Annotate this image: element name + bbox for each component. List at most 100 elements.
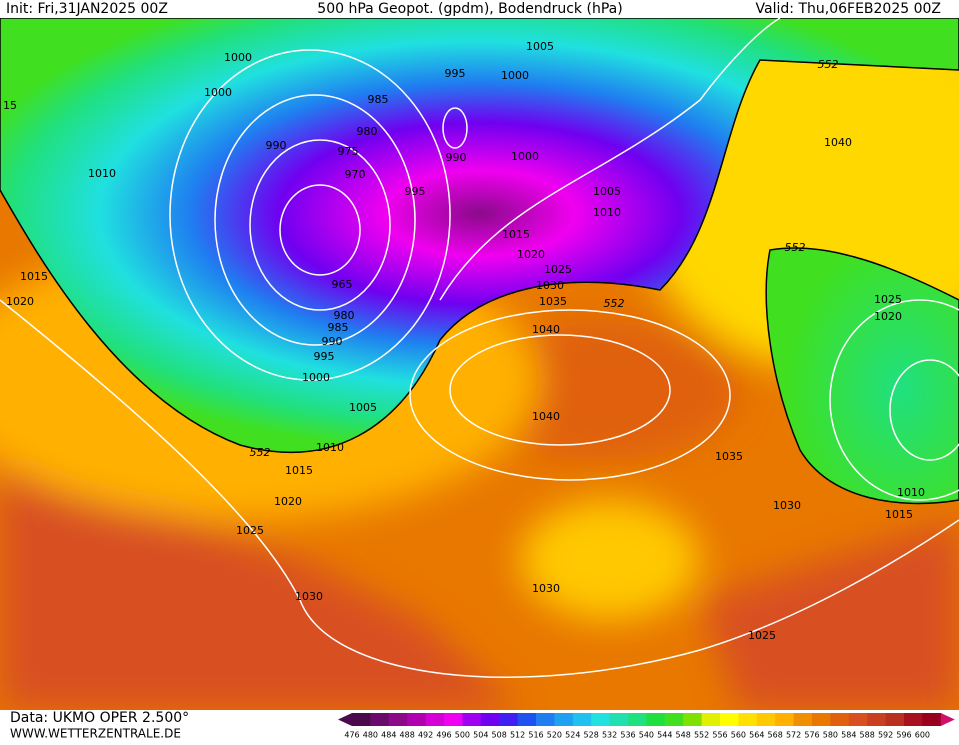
isobar-label: 1040 (532, 410, 560, 423)
isobar-label: 995 (314, 350, 335, 363)
colorbar-swatch (480, 713, 500, 726)
isobar-label: 1035 (715, 450, 743, 463)
isobar-label: 1030 (295, 590, 323, 603)
colorbar-swatch (922, 713, 942, 726)
isobar-label: 1030 (532, 582, 560, 595)
valid-time: Valid: Thu,06FEB2025 00Z (756, 1, 941, 17)
colorbar-tick-label: 492 (418, 731, 433, 740)
isobar-label: 1020 (274, 495, 302, 508)
geopotential-label: 552 (604, 297, 625, 310)
isobar-label: 1000 (501, 69, 529, 82)
colorbar-tick-label: 592 (878, 731, 893, 740)
data-source: Data: UKMO OPER 2.500° (10, 710, 189, 726)
colorbar-swatch (701, 713, 721, 726)
isobar-label: 1025 (236, 524, 264, 537)
colorbar-tick-label: 596 (896, 731, 911, 740)
website: WWW.WETTERZENTRALE.DE (10, 727, 181, 741)
isobar-label: 1010 (316, 441, 344, 454)
map-title: 500 hPa Geopot. (gpdm), Bodendruck (hPa) (317, 1, 622, 17)
isobar-label: 1025 (874, 293, 902, 306)
colorbar-tick-label: 516 (528, 731, 543, 740)
isobar-label: 1000 (204, 86, 232, 99)
map-field (0, 18, 959, 710)
colorbar-tick-label: 580 (823, 731, 838, 740)
colorbar-swatch (812, 713, 831, 726)
colorbar-swatch (720, 713, 739, 726)
colorbar-swatch (756, 713, 776, 726)
colorbar-tick-label: 524 (565, 731, 580, 740)
colorbar-swatch (793, 713, 813, 726)
colorbar-tick-label: 588 (860, 731, 875, 740)
isobar-label: 980 (357, 125, 378, 138)
isobar-label: 1005 (593, 185, 621, 198)
colorbar-arrow (940, 713, 955, 726)
isobar-label: 1015 (20, 270, 48, 283)
isobar-label: 965 (332, 278, 353, 291)
colorbar-tick-label: 564 (749, 731, 764, 740)
colorbar-swatch (664, 713, 684, 726)
colorbar-tick-label: 536 (620, 731, 635, 740)
isobar-label: 990 (322, 335, 343, 348)
colorbar-tick-label: 560 (731, 731, 746, 740)
isobar-label: 1020 (517, 248, 545, 261)
colorbar-tick-label: 520 (547, 731, 562, 740)
geopotential-label: 552 (818, 58, 839, 71)
isobar-label: 1010 (593, 206, 621, 219)
isobar-label: 1020 (6, 295, 34, 308)
geopotential-label: 552 (250, 446, 271, 459)
colorbar-swatch (444, 713, 463, 726)
colorbar-swatch (646, 713, 666, 726)
colorbar: 476 480 484 488 492 496 500 504 508 512 516 520 524 5… (338, 713, 955, 740)
colorbar-swatch (738, 713, 758, 726)
colorbar-tick-label: 552 (694, 731, 709, 740)
isobar-label: 985 (328, 321, 349, 334)
colorbar-swatch (572, 713, 592, 726)
isobar-label: 990 (446, 151, 467, 164)
isobar-label: 1015 (885, 508, 913, 521)
isobar-label: 1000 (302, 371, 330, 384)
colorbar-swatch (370, 713, 390, 726)
isobar-label: 1000 (511, 150, 539, 163)
colorbar-tick-label: 584 (841, 731, 856, 740)
colorbar-tick-label: 528 (584, 731, 599, 740)
colorbar-tick-label: 500 (455, 731, 470, 740)
colorbar-swatch (683, 713, 703, 726)
colorbar-swatch (554, 713, 574, 726)
colorbar-tick-label: 572 (786, 731, 801, 740)
colorbar-tick-label: 480 (363, 731, 378, 740)
colorbar-swatch (830, 713, 850, 726)
colorbar-swatch (628, 713, 647, 726)
isobar-label: 1040 (532, 323, 560, 336)
colorbar-tick-label: 556 (712, 731, 727, 740)
isobar-label: 990 (266, 139, 287, 152)
isobar-label: 1000 (224, 51, 252, 64)
colorbar-swatch (536, 713, 555, 726)
colorbar-swatch (499, 713, 519, 726)
isobar-label: 15 (3, 99, 17, 112)
isobar-label: 985 (368, 93, 389, 106)
colorbar-tick-label: 508 (492, 731, 507, 740)
isobar-label: 995 (445, 67, 466, 80)
colorbar-tick-label: 540 (639, 731, 654, 740)
colorbar-tick-label: 600 (915, 731, 930, 740)
colorbar-tick-label: 576 (804, 731, 819, 740)
geopotential-label: 552 (785, 241, 806, 254)
isobar-label: 975 (338, 145, 359, 158)
isobar-label: 1005 (349, 401, 377, 414)
colorbar-swatch (904, 713, 923, 726)
colorbar-tick-label: 488 (400, 731, 415, 740)
isobar-label: 995 (405, 185, 426, 198)
colorbar-swatch (848, 713, 868, 726)
isobar-label: 1030 (536, 279, 564, 292)
colorbar-swatch (885, 713, 905, 726)
colorbar-swatch (407, 713, 427, 726)
colorbar-swatch (517, 713, 537, 726)
isobar-labels: 1000100015101010151020990985980975970965… (3, 40, 925, 642)
colorbar-tick-label: 548 (676, 731, 691, 740)
colorbar-swatch (867, 713, 887, 726)
colorbar-swatch (609, 713, 629, 726)
colorbar-tick-label: 484 (381, 731, 396, 740)
colorbar-swatch (591, 713, 611, 726)
colorbar-swatch (388, 713, 408, 726)
